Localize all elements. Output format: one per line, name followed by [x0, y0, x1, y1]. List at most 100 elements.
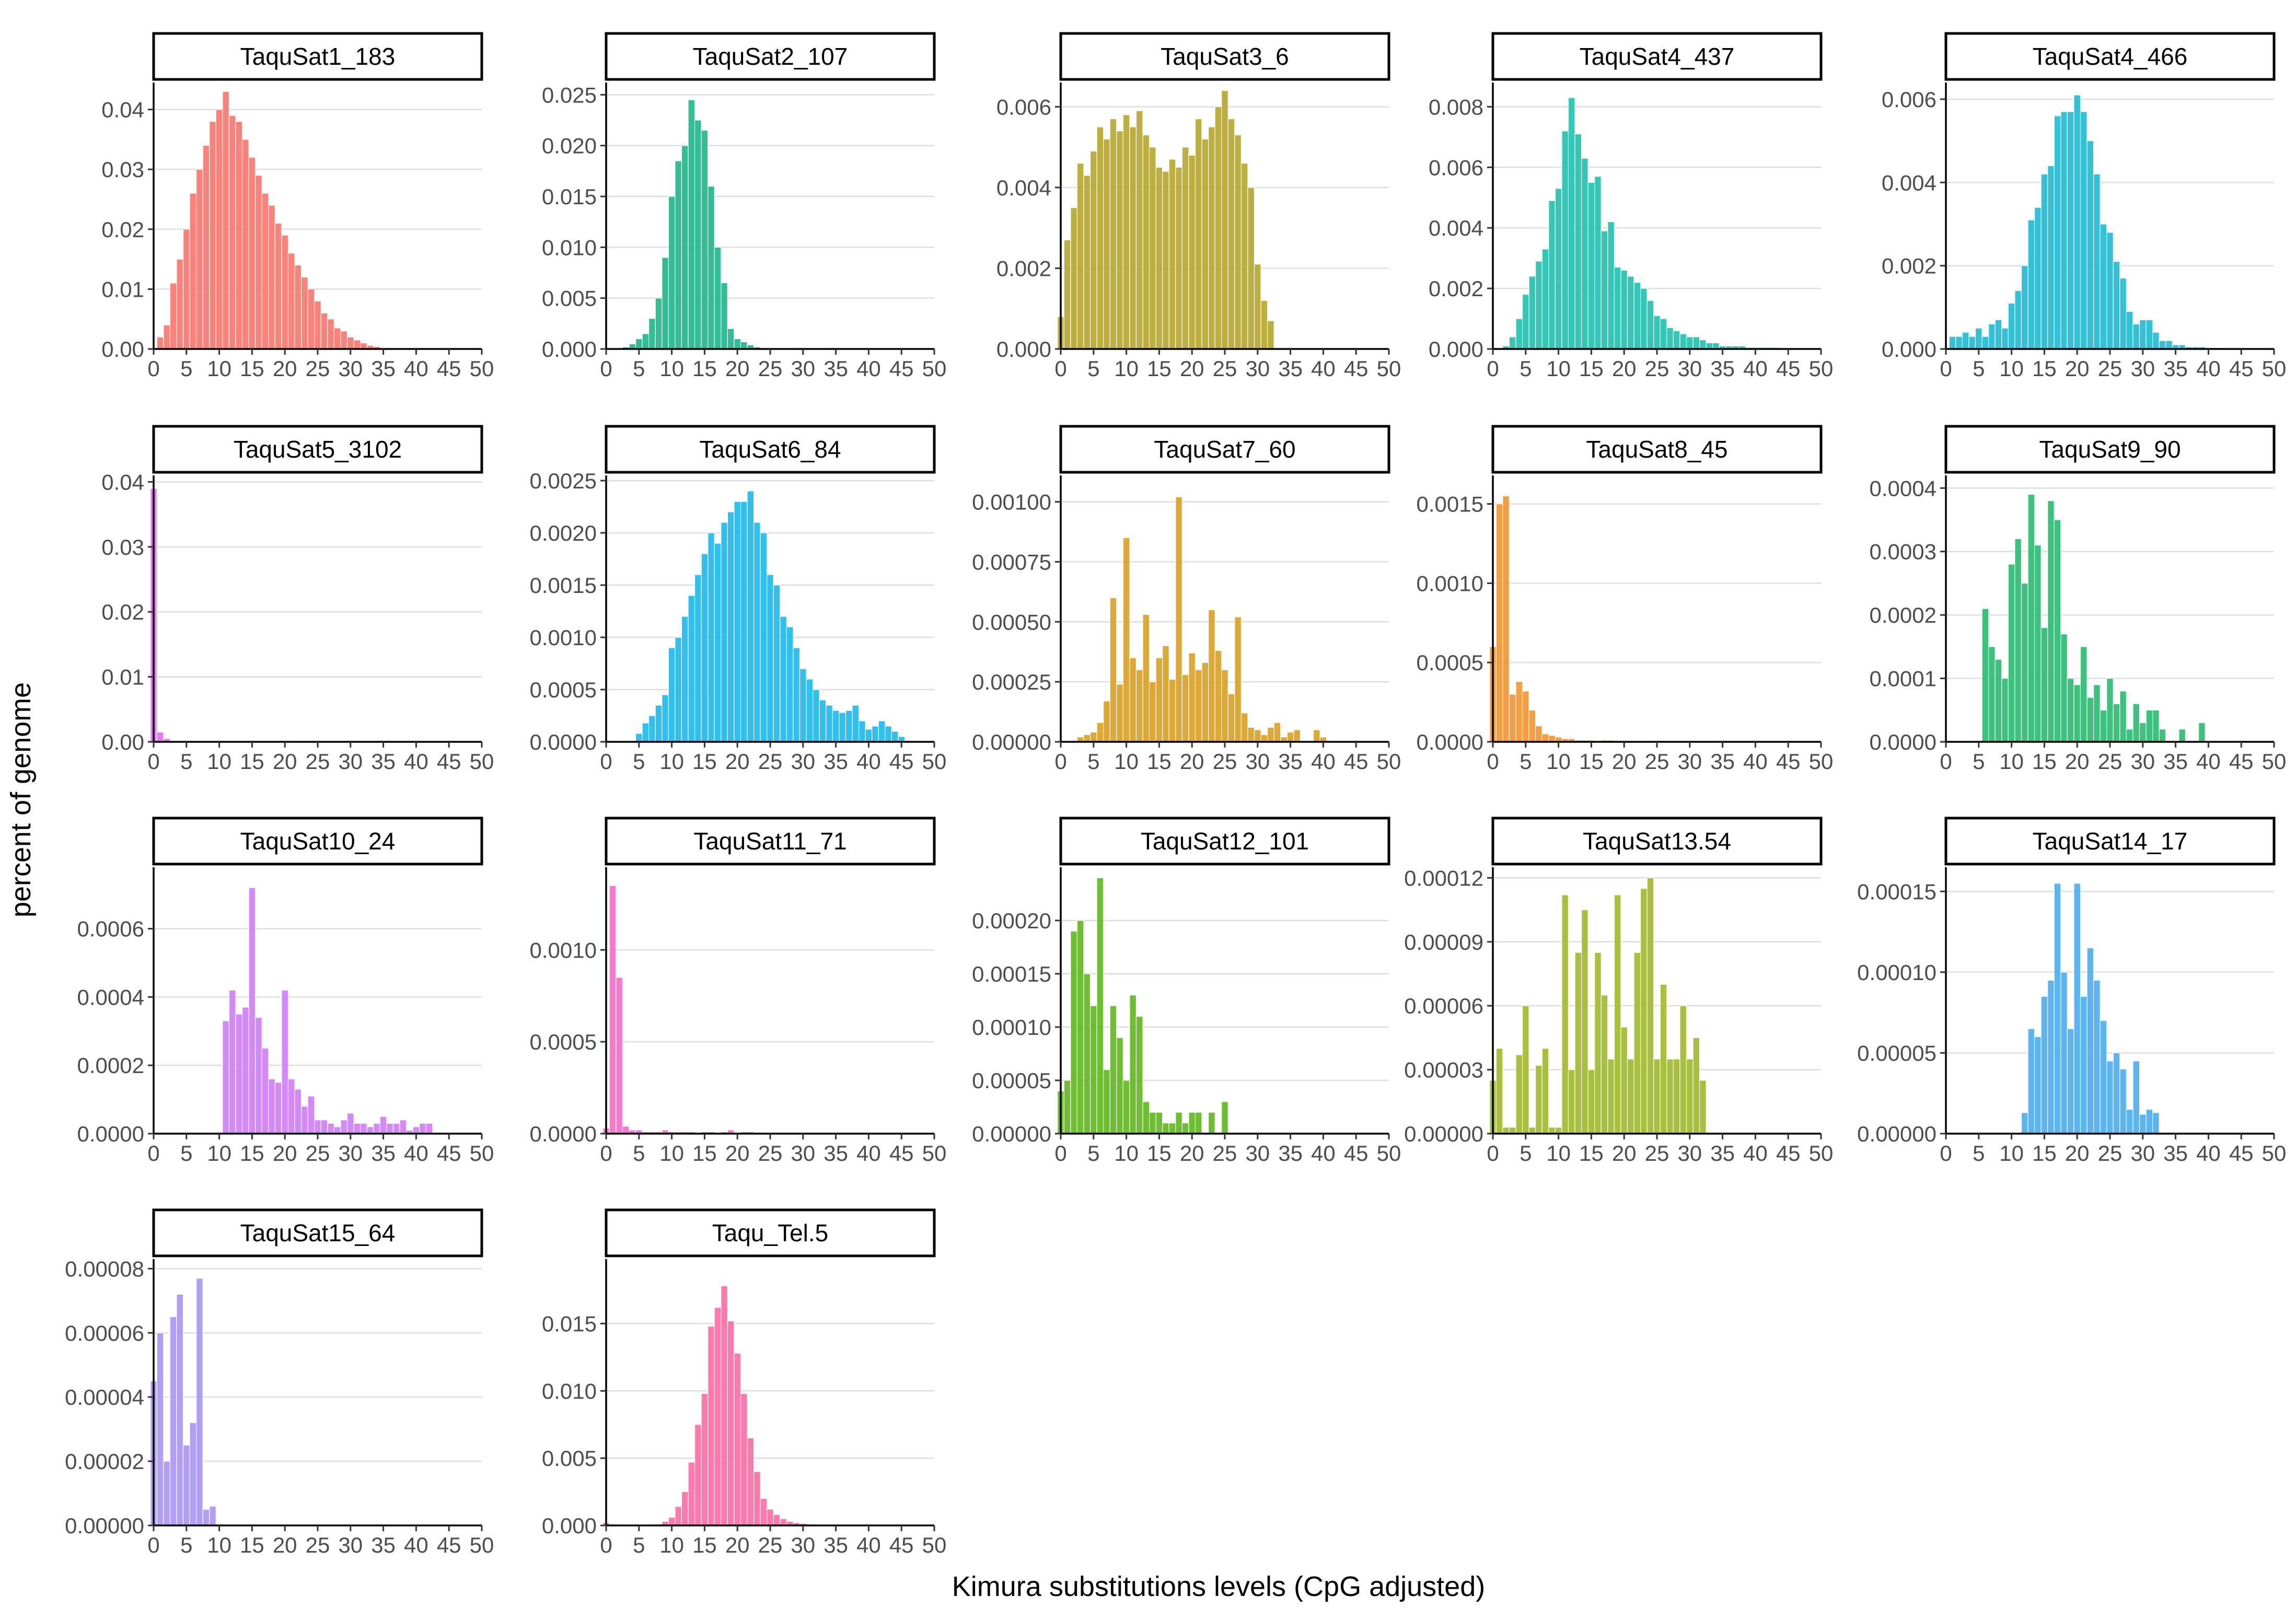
x-tick-label: 15 — [240, 749, 264, 774]
histogram-bar — [2113, 261, 2120, 349]
x-tick-label: 35 — [371, 1141, 396, 1166]
x-tick-label: 45 — [889, 1141, 914, 1166]
x-tick-label: 15 — [692, 356, 717, 381]
x-tick-label: 10 — [207, 356, 231, 381]
x-tick-label: 30 — [791, 1533, 815, 1557]
histogram-bar — [1633, 952, 1641, 1134]
histogram-bar — [1089, 732, 1097, 742]
x-tick-label: 50 — [1809, 749, 1834, 774]
y-tick-label: 0.02 — [101, 217, 144, 242]
histogram-bar — [2100, 709, 2107, 742]
histogram-bar — [1214, 650, 1222, 742]
histogram-bar — [1149, 681, 1156, 742]
histogram-bar — [2152, 332, 2160, 349]
histogram-bar — [793, 647, 801, 742]
x-tick-label: 45 — [1776, 356, 1801, 381]
x-tick-label: 45 — [437, 1141, 461, 1166]
histogram-bar — [1109, 597, 1117, 742]
histogram-bar — [1273, 722, 1281, 742]
histogram-bar — [1313, 729, 1320, 742]
histogram-bar — [1515, 318, 1523, 349]
histogram-bar — [392, 1123, 400, 1134]
histogram-bar — [721, 1285, 728, 1526]
y-tick-label: 0.0015 — [1417, 492, 1483, 517]
histogram-bar — [2126, 1109, 2133, 1134]
y-tick-label: 0.005 — [542, 1446, 597, 1471]
histogram-bar — [1188, 1112, 1196, 1134]
histogram-bar — [1109, 118, 1117, 349]
histogram-bar — [333, 328, 341, 349]
y-tick-label: 0.03 — [101, 535, 144, 560]
y-tick-label: 0.00010 — [1857, 960, 1936, 985]
histogram-bar — [1293, 729, 1301, 742]
x-tick-label: 5 — [180, 1141, 192, 1166]
histogram-bar — [327, 1123, 335, 1134]
x-tick-label: 30 — [338, 1533, 363, 1557]
x-tick-label: 5 — [180, 749, 192, 774]
histogram-bar — [169, 1316, 177, 1526]
x-tick-label: 20 — [273, 1533, 297, 1557]
histogram-bar — [1660, 984, 1667, 1134]
histogram-bar — [1135, 1016, 1143, 1134]
panel-strip — [1491, 425, 1823, 474]
histogram-bar — [2152, 709, 2160, 742]
histogram-bar — [2100, 1020, 2107, 1134]
histogram-bar — [826, 705, 833, 742]
y-tick-label: 0.005 — [542, 286, 597, 311]
x-tick-label: 35 — [824, 1533, 848, 1557]
x-tick-label: 30 — [1245, 356, 1270, 381]
y-tick-label: 0.03 — [101, 157, 144, 182]
histogram-bar — [1168, 159, 1176, 349]
y-tick-label: 0.00015 — [1857, 879, 1936, 904]
histogram-bar — [1260, 734, 1268, 742]
x-tick-label: 30 — [791, 1141, 815, 1166]
y-tick-label: 0.0025 — [530, 469, 597, 493]
panel-10: TaquSat9_90 0.0000 0.0001 0.0002 0.0003 0.000… — [1870, 425, 2286, 774]
histogram-bar — [681, 1491, 689, 1526]
histogram-bar — [2027, 1028, 2035, 1134]
x-tick-label: 35 — [2163, 356, 2188, 381]
x-tick-label: 25 — [1645, 1141, 1669, 1166]
x-tick-label: 40 — [856, 749, 881, 774]
x-tick-label: 30 — [1677, 1141, 1702, 1166]
x-tick-label: 5 — [1520, 1141, 1532, 1166]
x-tick-label: 15 — [2032, 1141, 2057, 1166]
histogram-bar — [616, 977, 623, 1134]
panel-strip — [152, 425, 483, 474]
histogram-bar — [734, 338, 741, 349]
x-tick-label: 35 — [1710, 749, 1735, 774]
histogram-bar — [648, 715, 656, 742]
histogram-bar — [222, 91, 230, 349]
histogram-bar — [307, 288, 315, 349]
histogram-bar — [2198, 722, 2206, 742]
x-tick-label: 45 — [437, 356, 461, 381]
histogram-bar — [2060, 633, 2068, 742]
histogram-bar — [1699, 1080, 1707, 1134]
histogram-bar — [1240, 713, 1248, 742]
histogram-bar — [314, 300, 321, 349]
histogram-bar — [202, 1509, 210, 1526]
histogram-bar — [1155, 657, 1163, 742]
x-tick-label: 10 — [207, 749, 231, 774]
x-tick-label: 10 — [207, 1141, 231, 1166]
x-tick-label: 30 — [2130, 749, 2155, 774]
y-tick-label: 0.0000 — [530, 1122, 597, 1146]
histogram-bar — [1135, 110, 1143, 349]
x-tick-label: 5 — [633, 356, 645, 381]
panel-title: TaquSat7_60 — [1154, 436, 1295, 463]
histogram-bar — [182, 229, 190, 349]
x-tick-label: 50 — [470, 749, 494, 774]
histogram-bar — [1548, 1127, 1556, 1134]
y-tick-label: 0.0005 — [530, 678, 597, 702]
histogram-bar — [1581, 909, 1588, 1134]
histogram-bar — [799, 668, 807, 742]
y-tick-label: 0.010 — [542, 235, 597, 260]
histogram-bar — [1653, 315, 1661, 349]
histogram-bar — [215, 109, 223, 349]
histogram-bar — [662, 257, 669, 349]
x-tick-label: 10 — [659, 1533, 684, 1557]
y-tick-label: 0.0020 — [530, 521, 597, 545]
histogram-bar — [2119, 1068, 2127, 1134]
histogram-bar — [845, 710, 853, 742]
histogram-bar — [1096, 722, 1104, 742]
